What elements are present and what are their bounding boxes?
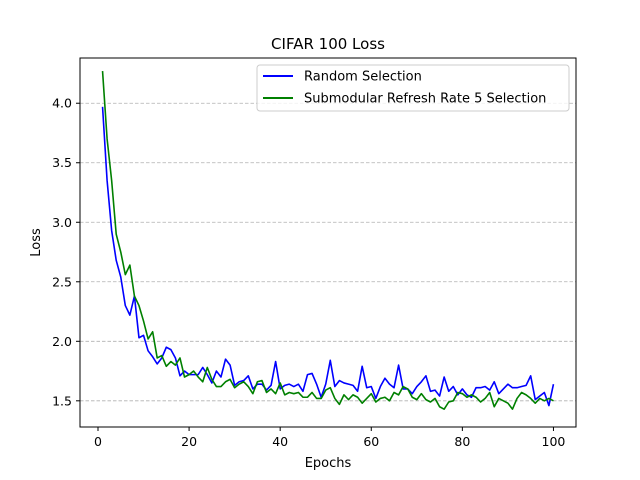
- x-tick-label: 80: [454, 434, 470, 449]
- x-tick-label: 0: [94, 434, 102, 449]
- x-tick-label: 40: [272, 434, 288, 449]
- series-line-submodular: [101, 71, 554, 410]
- x-tick-label: 100: [542, 434, 566, 449]
- series-line-random: [101, 106, 555, 407]
- legend-label-random: Random Selection: [304, 70, 422, 85]
- x-axis-ticks: 0 20 40 60 80 100: [94, 427, 565, 449]
- y-axis-ticks: 1.5 2.0 2.5 3.0 3.5 4.0: [52, 96, 80, 408]
- plot-area: [80, 58, 576, 427]
- x-axis-title: Epochs: [305, 456, 352, 471]
- y-tick-label: 3.5: [52, 155, 72, 170]
- legend: Random Selection Submodular Refresh Rate…: [256, 64, 570, 112]
- chart-title: CIFAR 100 Loss: [271, 35, 385, 53]
- y-tick-label: 2.0: [52, 334, 72, 349]
- legend-box: [256, 64, 570, 112]
- series-lines: [101, 71, 555, 410]
- legend-label-submodular: Submodular Refresh Rate 5 Selection: [304, 92, 546, 107]
- y-tick-label: 3.0: [52, 215, 72, 230]
- x-tick-label: 60: [363, 434, 379, 449]
- y-tick-label: 4.0: [52, 96, 72, 111]
- plot-frame: [79, 57, 577, 428]
- y-axis-title: Loss: [29, 228, 44, 257]
- y-tick-label: 2.5: [52, 274, 72, 289]
- y-tick-label: 1.5: [52, 393, 72, 408]
- x-tick-label: 20: [181, 434, 197, 449]
